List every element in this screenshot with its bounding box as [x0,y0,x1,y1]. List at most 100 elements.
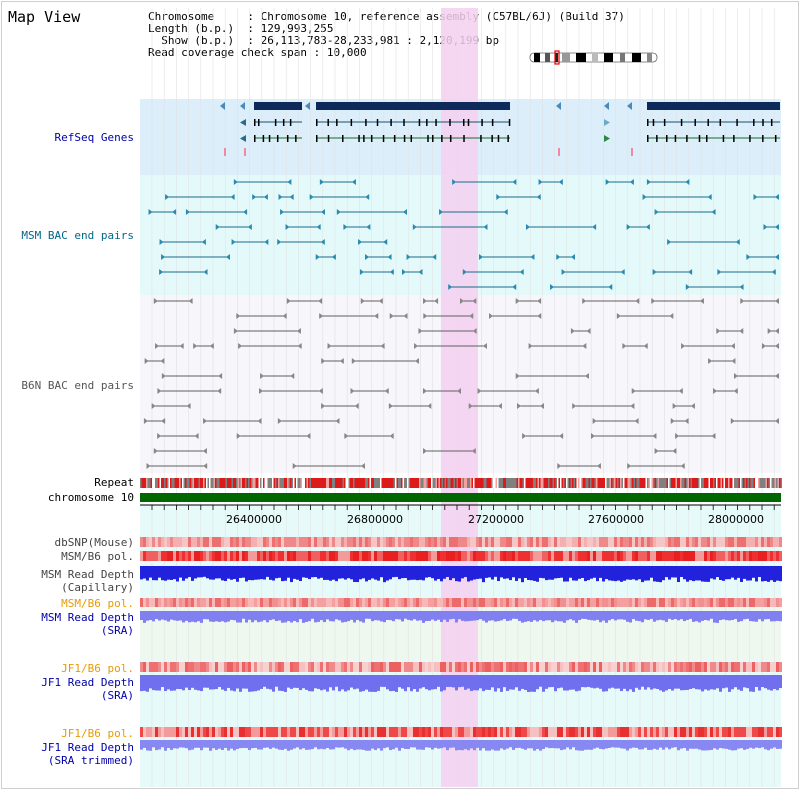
repeat-segment [143,478,145,488]
chromosome-key: Chromosome [148,10,215,23]
depth-bar [731,675,734,690]
repeat-segment [468,478,470,488]
msm-b6-pol-sra-label[interactable]: MSM/B6 pol. [61,597,134,610]
b6n-bac-track[interactable] [143,298,779,469]
refseq-genes-track[interactable] [220,102,780,156]
heat-cell [566,662,569,672]
bac-end-marker [472,328,477,334]
depth-bar [416,611,419,621]
repeat-segment [702,478,704,488]
heat-cell [647,727,650,737]
chromosome-label[interactable]: chromosome 10 [47,491,134,504]
heat-cell [776,727,779,737]
heat-cell [638,537,641,547]
heat-cell [632,598,635,607]
exon [463,135,465,142]
heat-cell [698,727,701,737]
bac-end-marker [690,403,695,409]
depth-bar [614,675,617,689]
heat-cell [332,727,335,737]
jf1-b6-pol-trimmed-label[interactable]: JF1/B6 pol. [61,727,134,740]
depth-bar [572,566,575,581]
jf1-depth-sra-label-1[interactable]: JF1 Read Depth [41,676,134,689]
heat-cell [203,727,206,737]
depth-bar [725,740,728,749]
bac-end-marker [360,463,365,469]
repeat-segment [284,478,286,488]
depth-bar [422,675,425,688]
bac-end-marker [711,433,716,439]
heat-cell [218,727,221,737]
heat-cell [563,551,566,561]
heat-cell [701,727,704,737]
msm-bac-label[interactable]: MSM BAC end pairs [21,229,134,242]
msm-b6-pol-label[interactable]: MSM/B6 pol. [61,550,134,563]
depth-bar [356,740,359,750]
b6n-bac-label[interactable]: B6N BAC end pairs [21,379,134,392]
heat-cell [170,551,173,561]
exon [686,135,688,142]
heat-cell [551,598,554,607]
heat-cell [605,551,608,561]
depth-bar [182,675,185,691]
heat-cell [458,662,461,672]
depth-bar [704,740,707,751]
heat-cell [668,598,671,607]
repeat-track[interactable] [140,478,782,488]
chromosome-bar[interactable] [140,493,781,502]
depth-bar [452,675,455,688]
msm-depth-capillary-label-1[interactable]: MSM Read Depth [41,568,134,581]
heat-cell [215,551,218,561]
depth-bar [203,675,206,688]
heat-cell [674,662,677,672]
depth-bar [659,675,662,691]
repeat-segment [732,478,734,488]
jf1-b6-pol-label[interactable]: JF1/B6 pol. [61,662,134,675]
depth-bar [179,675,182,690]
depth-bar [527,675,530,693]
heat-cell [197,537,200,547]
heat-cell [164,662,167,672]
repeat-segment [489,478,491,488]
heat-cell [644,662,647,672]
depth-bar [479,740,482,751]
heat-cell [281,598,284,607]
depth-bar [179,740,182,748]
heat-cell [563,727,566,737]
jf1-depth-trimmed-label-1[interactable]: JF1 Read Depth [41,741,134,754]
msm-depth-sra-label-1[interactable]: MSM Read Depth [41,611,134,624]
heat-cell [362,598,365,607]
depth-bar [656,740,659,750]
msm-bac-track[interactable] [148,179,779,290]
depth-bar [545,566,548,581]
heat-cell [374,551,377,561]
heat-cell [614,598,617,607]
repeat-segment [192,478,194,488]
heat-cell [776,551,779,561]
heat-cell [542,662,545,672]
refseq-genes-label[interactable]: RefSeq Genes [54,131,134,144]
dbsnp-label[interactable]: dbSNP(Mouse) [54,536,134,549]
heat-cell [644,727,647,737]
bac-end-marker [740,298,745,304]
heat-cell [542,598,545,607]
repeat-label[interactable]: Repeat [94,476,134,489]
heat-cell [308,551,311,561]
repeat-segment [753,478,755,488]
heat-cell [641,537,644,547]
depth-bar [410,611,413,621]
depth-bar [773,675,776,690]
heat-cell [677,598,680,607]
repeat-segment [672,478,674,488]
chromosome-ideogram[interactable] [529,50,658,65]
heatmap-tracks[interactable] [140,537,782,751]
depth-bar [536,611,539,622]
heat-cell [191,727,194,737]
heat-cell [650,727,653,737]
depth-bar [614,566,617,582]
heat-cell [695,662,698,672]
depth-bar [392,675,395,691]
depth-bar [308,611,311,622]
repeat-segment [186,478,188,488]
